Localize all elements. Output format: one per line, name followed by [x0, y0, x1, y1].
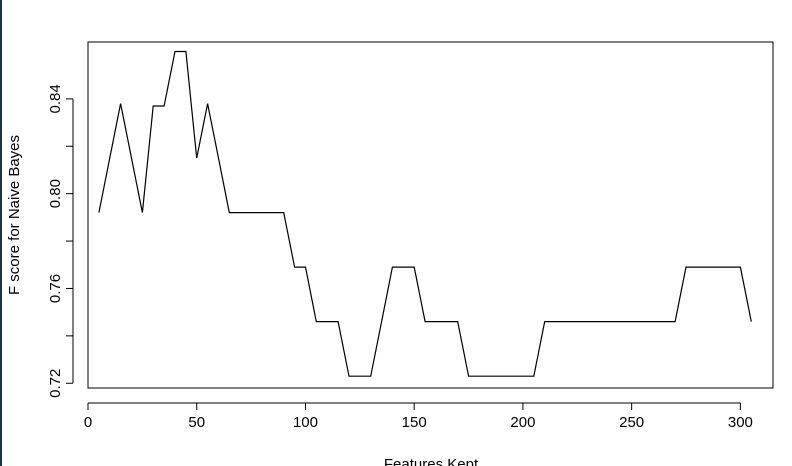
x-tick-label: 100: [293, 414, 318, 431]
x-axis-title: Features Kept: [384, 456, 479, 466]
x-tick-label: 300: [728, 414, 753, 431]
series-line: [98, 50, 752, 377]
x-tick-label: 50: [188, 414, 205, 431]
y-tick-label: 0.72: [47, 369, 64, 398]
x-tick-label: 200: [510, 414, 535, 431]
window-edge: [0, 0, 2, 466]
y-tick-label: 0.84: [47, 84, 64, 113]
x-tick-label: 0: [84, 414, 92, 431]
x-axis: 0 50 100 150 200 250 300: [84, 402, 753, 431]
y-tick-label: 0.80: [47, 179, 64, 208]
y-axis: 0.72 0.76 0.80 0.84: [47, 84, 74, 398]
plot-frame: [87, 41, 774, 389]
y-axis-title: F score for Naive Bayes: [6, 135, 23, 295]
y-tick-label: 0.76: [47, 274, 64, 303]
x-tick-label: 150: [402, 414, 427, 431]
series-layer: [98, 50, 752, 377]
x-tick-label: 250: [619, 414, 644, 431]
